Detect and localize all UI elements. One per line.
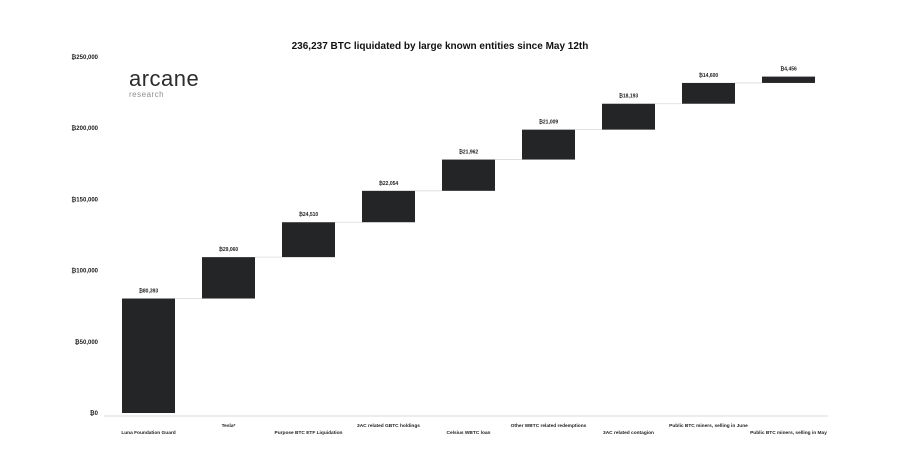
logo-tagline: research <box>129 90 164 99</box>
bar-value-label: ₿18,193 <box>619 93 639 100</box>
x-category-label: Purpose BTC ETF Liquidation <box>275 430 343 436</box>
bars <box>122 76 815 413</box>
bar-value-label: ₿21,962 <box>459 149 479 156</box>
arcane-logo: arcane research <box>129 66 199 99</box>
y-tick-label: ₿0 <box>90 410 99 417</box>
bar-value-label: ₿4,456 <box>780 66 797 73</box>
x-category-label: Luna Foundation Guard <box>121 430 175 436</box>
x-axis-categories: Luna Foundation Guard Tesla* Purpose BTC E… <box>121 423 827 436</box>
data-labels: ₿80,393 ₿29,060 ₿24,510 ₿22,054 ₿21,962 ₿21,0… <box>139 66 797 295</box>
bar-value-label: ₿14,600 <box>699 72 719 79</box>
bar-value-label: ₿24,510 <box>299 211 319 218</box>
y-tick-label: ₿200,000 <box>71 125 98 132</box>
waterfall-bar <box>602 103 655 130</box>
x-category-label: Public BTC miners, selling in May <box>750 430 827 436</box>
waterfall-bar <box>282 222 335 258</box>
bar-value-label: ₿21,009 <box>539 119 559 126</box>
x-category-label: Public BTC miners, selling in June <box>669 423 748 429</box>
y-axis: ₿0 ₿50,000 ₿100,000 ₿150,000 ₿200,000 ₿250,00… <box>71 54 98 417</box>
chart-title: 236,237 BTC liquidated by large known en… <box>292 41 589 52</box>
waterfall-bar <box>522 129 575 160</box>
connector-lines <box>175 82 762 299</box>
x-category-label: 3AC related contagion <box>603 430 654 436</box>
x-category-label: Tesla* <box>222 423 236 429</box>
x-category-label: Celsius WBTC loan <box>447 430 491 436</box>
x-category-label: 3AC related GBTC holdings <box>357 423 420 429</box>
logo-wordmark: arcane <box>129 66 199 91</box>
waterfall-bar <box>122 298 175 413</box>
y-tick-label: ₿250,000 <box>71 54 98 61</box>
waterfall-bar <box>442 159 495 191</box>
x-category-label: Other WBTC related redemptions <box>511 423 587 429</box>
y-tick-label: ₿100,000 <box>71 268 98 275</box>
y-tick-label: ₿50,000 <box>75 339 99 346</box>
bar-value-label: ₿29,060 <box>219 246 239 253</box>
bar-value-label: ₿22,054 <box>379 180 399 187</box>
bar-value-label: ₿80,393 <box>139 288 159 295</box>
waterfall-bar <box>682 82 735 104</box>
waterfall-bar <box>202 257 255 299</box>
waterfall-bar <box>762 76 815 83</box>
waterfall-bar <box>362 190 415 223</box>
y-tick-label: ₿150,000 <box>71 196 98 203</box>
